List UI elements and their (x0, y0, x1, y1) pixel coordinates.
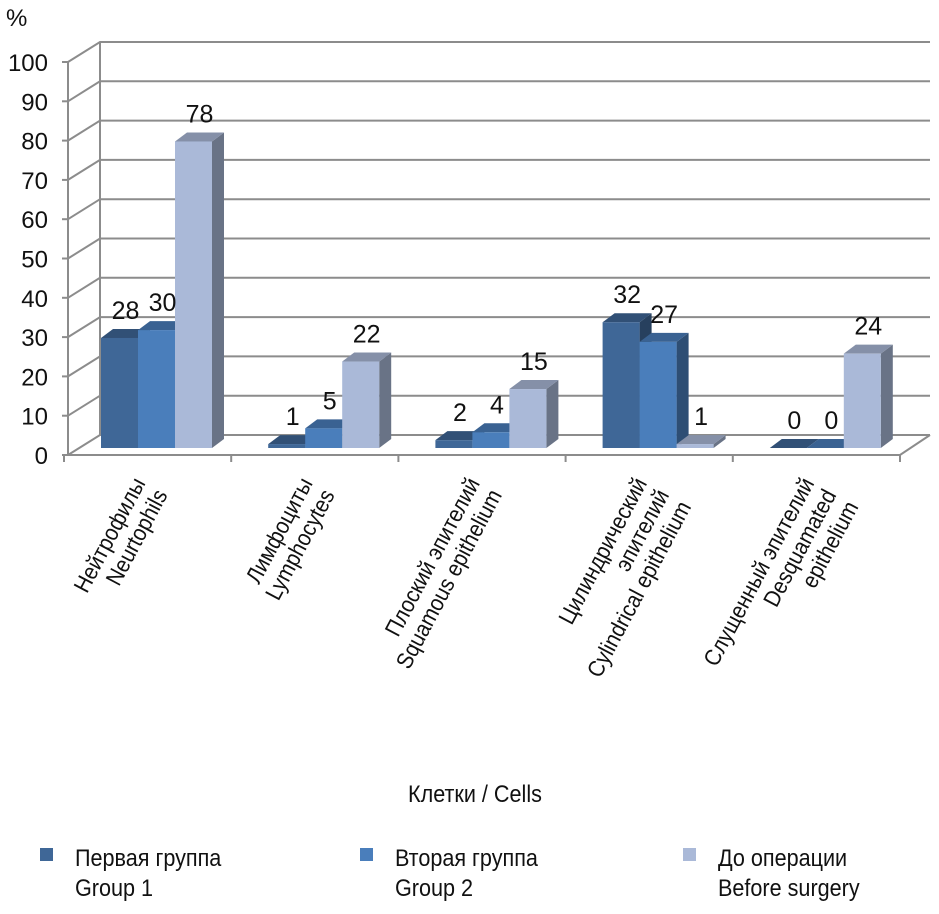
data-label: 5 (323, 387, 337, 415)
bar-side (677, 333, 689, 448)
gridline (68, 42, 930, 62)
data-label: 2 (453, 399, 467, 427)
y-tick-label: 80 (21, 129, 48, 156)
y-tick-label: 60 (21, 207, 48, 234)
data-label: 0 (787, 407, 801, 435)
data-label: 15 (520, 348, 548, 376)
data-label: 1 (694, 403, 708, 431)
data-label: 78 (186, 100, 214, 128)
bar (138, 330, 175, 448)
data-label: 24 (854, 313, 882, 341)
legend-item: Первая группа Group 1 (40, 844, 222, 901)
x-axis-title: Клетки / Cells (408, 780, 542, 807)
y-tick-label: 10 (21, 404, 48, 431)
y-tick-label: 50 (21, 247, 48, 274)
bar (603, 322, 640, 448)
y-tick-label: 20 (21, 364, 48, 391)
bar (844, 354, 881, 448)
legend-label: До операции (718, 844, 847, 871)
legend-label: Group 1 (75, 874, 153, 901)
bar-side (546, 380, 558, 448)
y-tick-label: 30 (21, 325, 48, 352)
bar (435, 440, 472, 448)
data-label: 30 (149, 289, 177, 317)
y-tick-label: 100 (8, 50, 48, 77)
y-axis-label: % (6, 5, 27, 32)
gridline (68, 81, 930, 101)
legend-label: Before surgery (718, 874, 860, 901)
legend-label: Group 2 (395, 874, 473, 901)
legend-label: Вторая группа (395, 844, 538, 871)
bar (509, 389, 546, 448)
bar (175, 141, 212, 448)
legend-swatch (683, 848, 696, 861)
bar (305, 428, 342, 448)
data-label: 0 (824, 407, 838, 435)
bar-side (379, 353, 391, 448)
bar (101, 338, 138, 448)
data-label: 4 (490, 391, 504, 419)
bar (677, 444, 714, 448)
data-label: 32 (613, 281, 641, 309)
data-label: 27 (650, 301, 678, 329)
y-tick-label: 70 (21, 168, 48, 195)
bar-side (212, 132, 224, 448)
bar (342, 362, 379, 448)
legend-item: До операции Before surgery (683, 844, 860, 901)
y-tick-label: 40 (21, 286, 48, 313)
data-label: 22 (353, 321, 381, 349)
y-tick-label: 0 (35, 443, 48, 470)
legend-swatch (40, 848, 53, 861)
legend-item: Вторая группа Group 2 (360, 844, 538, 901)
legend-label: Первая группа (75, 844, 222, 871)
bar (640, 342, 677, 448)
bar-side (881, 345, 893, 448)
data-label: 1 (286, 403, 300, 431)
y-tick-label: 90 (21, 89, 48, 116)
bar (268, 444, 305, 448)
data-label: 28 (112, 297, 140, 325)
legend-swatch (360, 848, 373, 861)
bar (472, 432, 509, 448)
